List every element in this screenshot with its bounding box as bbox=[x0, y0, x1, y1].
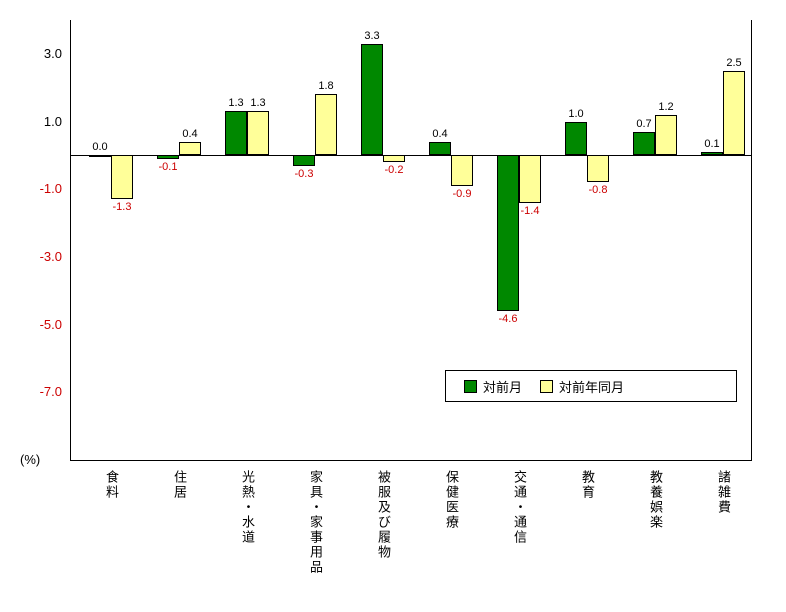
bar-value-label: -0.1 bbox=[153, 161, 183, 173]
bar bbox=[157, 155, 179, 158]
chart-container: 0.0-1.3-0.10.41.31.3-0.31.83.3-0.20.4-0.… bbox=[0, 0, 786, 612]
bar bbox=[225, 111, 247, 155]
bar bbox=[633, 132, 655, 156]
legend-label-2: 対前年同月 bbox=[559, 377, 624, 396]
y-tick-label: -7.0 bbox=[12, 384, 62, 399]
bar bbox=[565, 122, 587, 156]
legend-item-2: 対前年同月 bbox=[540, 377, 624, 396]
y-tick-label: -3.0 bbox=[12, 249, 62, 264]
bar-value-label: 0.4 bbox=[425, 128, 455, 140]
legend-swatch-1 bbox=[464, 380, 477, 393]
bar bbox=[701, 152, 723, 155]
bar-value-label: 1.8 bbox=[311, 80, 341, 92]
bar-value-label: 1.0 bbox=[561, 108, 591, 120]
legend-label-1: 対前月 bbox=[483, 377, 522, 396]
x-category-label: 食料 bbox=[102, 470, 121, 500]
y-tick-label: -5.0 bbox=[12, 317, 62, 332]
bar bbox=[111, 155, 133, 199]
bar bbox=[429, 142, 451, 156]
bar bbox=[293, 155, 315, 165]
bar-value-label: -0.9 bbox=[447, 188, 477, 200]
x-category-label: 家具・家事用品 bbox=[306, 470, 325, 575]
bar bbox=[383, 155, 405, 162]
bar-value-label: -0.3 bbox=[289, 168, 319, 180]
x-category-label: 交通・通信 bbox=[510, 470, 529, 545]
bar-value-label: 0.4 bbox=[175, 128, 205, 140]
bar bbox=[247, 111, 269, 155]
bar-value-label: 1.2 bbox=[651, 101, 681, 113]
x-category-label: 諸雑費 bbox=[714, 470, 733, 515]
legend-item-1: 対前月 bbox=[464, 377, 522, 396]
bar-value-label: -0.8 bbox=[583, 184, 613, 196]
bar-value-label: -1.4 bbox=[515, 205, 545, 217]
bar bbox=[723, 71, 745, 156]
legend-swatch-2 bbox=[540, 380, 553, 393]
y-tick-label: 1.0 bbox=[12, 114, 62, 129]
x-category-label: 被服及び履物 bbox=[374, 470, 393, 560]
bar bbox=[89, 155, 111, 157]
bar bbox=[451, 155, 473, 185]
bar-value-label: -4.6 bbox=[493, 313, 523, 325]
bar bbox=[315, 94, 337, 155]
bar-value-label: 1.3 bbox=[243, 97, 273, 109]
y-axis-label: (%) bbox=[20, 452, 40, 467]
y-tick-label: 3.0 bbox=[12, 46, 62, 61]
legend: 対前月 対前年同月 bbox=[445, 370, 737, 402]
bar-value-label: -1.3 bbox=[107, 201, 137, 213]
x-category-label: 教養娯楽 bbox=[646, 470, 665, 530]
bar bbox=[587, 155, 609, 182]
bar-value-label: 2.5 bbox=[719, 57, 749, 69]
bar bbox=[655, 115, 677, 156]
bar bbox=[361, 44, 383, 156]
x-category-label: 光熱・水道 bbox=[238, 470, 257, 545]
bar bbox=[519, 155, 541, 202]
bar bbox=[497, 155, 519, 311]
y-tick-label: -1.0 bbox=[12, 181, 62, 196]
bar-value-label: 3.3 bbox=[357, 30, 387, 42]
x-category-label: 保健医療 bbox=[442, 470, 461, 530]
x-category-label: 教育 bbox=[578, 470, 597, 500]
x-category-label: 住居 bbox=[170, 470, 189, 500]
bar-value-label: 0.0 bbox=[85, 141, 115, 153]
bar-value-label: -0.2 bbox=[379, 164, 409, 176]
bar bbox=[179, 142, 201, 156]
